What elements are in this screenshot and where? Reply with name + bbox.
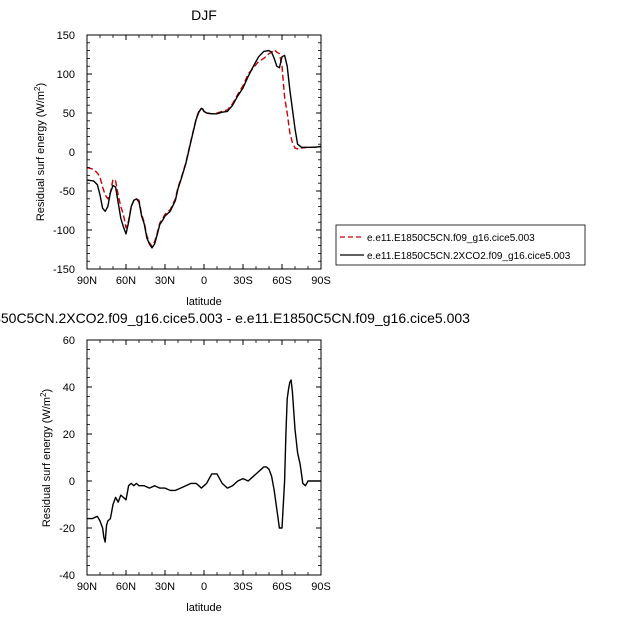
y-tick-label: 50 [63,108,75,120]
x-tick-label: 90S [311,581,331,593]
x-tick-label: 90N [77,581,97,593]
chart-bottom-xlabel: latitude [186,602,221,614]
y-tick-label: 40 [63,382,75,394]
chart-top-frame [86,34,322,270]
x-tick-label: 90N [77,275,97,287]
x-tick-label: 0 [201,275,207,287]
chart-top-lines [86,49,322,249]
x-tick-label: 30S [233,275,253,287]
y-tick-label: 100 [57,69,75,81]
series-line-0 [86,49,322,248]
x-tick-label: 30S [233,581,253,593]
x-tick-label: 30N [155,275,175,287]
y-tick-label: -100 [53,225,75,237]
series-line-0 [87,379,321,543]
y-tick-label: 20 [63,429,75,441]
legend-entry-control: e.e11.E1850C5CN.f09_g16.cice5.003 [367,233,535,244]
y-tick-label: 0 [69,147,75,159]
x-tick-label: 90S [311,275,331,287]
chart-top-ylabel: Residual surf energy (W/m2) [33,83,47,221]
chart-top-legend: e.e11.E1850C5CN.f09_g16.cice5.003 e.e11.… [335,224,586,266]
chart-top: DJF 90N 60N 30N 0 30S 60S 90S -150 -100 -50 0 50 100… [33,7,586,308]
chart-bottom-axes: 90N 60N 30N 0 30S 60S 90S -40 -20 0 20 40 60 [59,335,331,593]
chart-bottom-title: e.e11.E1850C5CN.2XCO2.f09_g16.cice5.003 … [0,310,470,326]
legend-box [335,224,586,266]
y-tick-label: 0 [69,476,75,488]
y-tick-label: -20 [59,523,75,535]
x-tick-label: 30N [155,581,175,593]
y-tick-label: -150 [53,264,75,276]
chart-top-axes: 90N 60N 30N 0 30S 60S 90S -150 -100 -50 0 50 100 150 [53,30,331,287]
y-tick-label: -50 [59,186,75,198]
x-tick-label: 60S [272,275,292,287]
chart-top-title: DJF [191,7,217,23]
series-line-1 [86,49,322,249]
chart-bottom: e.e11.E1850C5CN.2XCO2.f09_g16.cice5.003 … [0,310,470,614]
chart-top-xlabel: latitude [186,296,221,308]
chart-bottom-ylabel: Residual surf energy (W/m2) [39,389,53,527]
x-tick-label: 0 [201,581,207,593]
y-tick-label: 60 [63,335,75,347]
x-tick-label: 60S [272,581,292,593]
y-tick-label: 150 [57,30,75,42]
y-tick-label: -40 [59,570,75,582]
x-tick-label: 60N [116,581,136,593]
legend-entry-2xco2: e.e11.E1850C5CN.2XCO2.f09_g16.cice5.003 [367,251,571,262]
chart-bottom-lines [87,379,321,543]
x-tick-label: 60N [116,275,136,287]
